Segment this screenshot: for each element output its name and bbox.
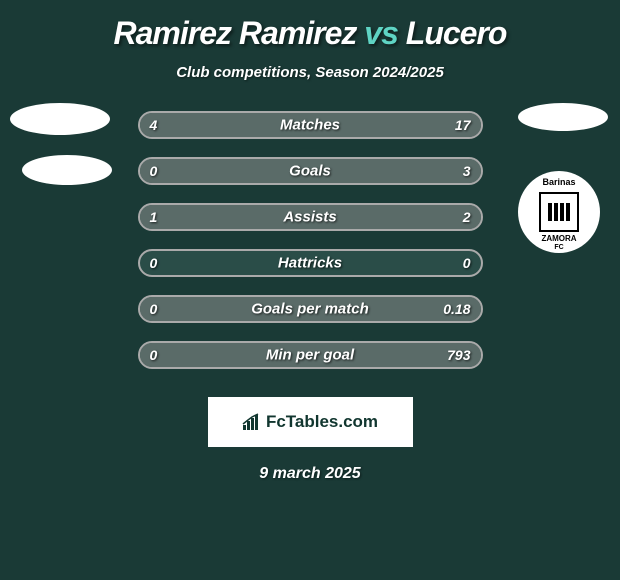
stat-right-value: 793 <box>447 347 470 363</box>
stat-left-value: 4 <box>150 117 158 133</box>
stat-right-value: 17 <box>455 117 471 133</box>
stat-label: Goals per match <box>251 301 369 318</box>
player2-name: Lucero <box>406 15 507 51</box>
badge-shield-icon <box>539 192 579 232</box>
attribution-badge: FcTables.com <box>208 397 413 447</box>
stat-bar: 0 793 Min per goal <box>138 341 483 369</box>
subtitle: Club competitions, Season 2024/2025 <box>0 64 620 81</box>
stat-bar: 1 2 Assists <box>138 203 483 231</box>
stat-right-value: 0.18 <box>443 301 470 317</box>
bar-fill-right <box>204 113 480 137</box>
stat-left-value: 0 <box>150 347 158 363</box>
stat-label: Min per goal <box>266 347 354 364</box>
stat-label: Goals <box>289 163 331 180</box>
stat-bar: 4 17 Matches <box>138 111 483 139</box>
badge-name: ZAMORA <box>541 234 576 243</box>
stat-left-value: 1 <box>150 209 158 225</box>
stat-bar: 0 0 Hattricks <box>138 249 483 277</box>
stat-bar: 0 0.18 Goals per match <box>138 295 483 323</box>
stat-label: Matches <box>280 117 340 134</box>
team-logo-placeholder <box>10 103 110 135</box>
badge-fc: FC <box>554 244 563 251</box>
left-logos <box>10 103 112 205</box>
stat-left-value: 0 <box>150 255 158 271</box>
stats-area: Barinas ZAMORA FC 4 17 Matches 0 3 Goals 1 2 Ass… <box>0 111 620 387</box>
page-title: Ramirez Ramirez vs Lucero <box>0 15 620 52</box>
stat-bars: 4 17 Matches 0 3 Goals 1 2 Assists 0 0 Hattricks 0 0.… <box>138 111 483 387</box>
stat-right-value: 2 <box>463 209 471 225</box>
stat-left-value: 0 <box>150 301 158 317</box>
date-text: 9 march 2025 <box>0 465 620 483</box>
chart-icon <box>242 413 262 431</box>
player1-name: Ramirez Ramirez <box>114 15 357 51</box>
stat-label: Assists <box>283 209 336 226</box>
stat-bar: 0 3 Goals <box>138 157 483 185</box>
team-logo-placeholder <box>22 155 112 185</box>
club-badge: Barinas ZAMORA FC <box>518 171 600 253</box>
badge-city: Barinas <box>542 177 575 187</box>
stat-right-value: 0 <box>463 255 471 271</box>
attribution-text: FcTables.com <box>266 412 378 432</box>
vs-connector: vs <box>364 15 398 51</box>
stat-label: Hattricks <box>278 255 342 272</box>
infographic-root: Ramirez Ramirez vs Lucero Club competiti… <box>0 0 620 493</box>
right-logos: Barinas ZAMORA FC <box>518 103 608 253</box>
stat-left-value: 0 <box>150 163 158 179</box>
team-logo-placeholder <box>518 103 608 131</box>
stat-right-value: 3 <box>463 163 471 179</box>
badge-stripes-icon <box>548 203 570 221</box>
